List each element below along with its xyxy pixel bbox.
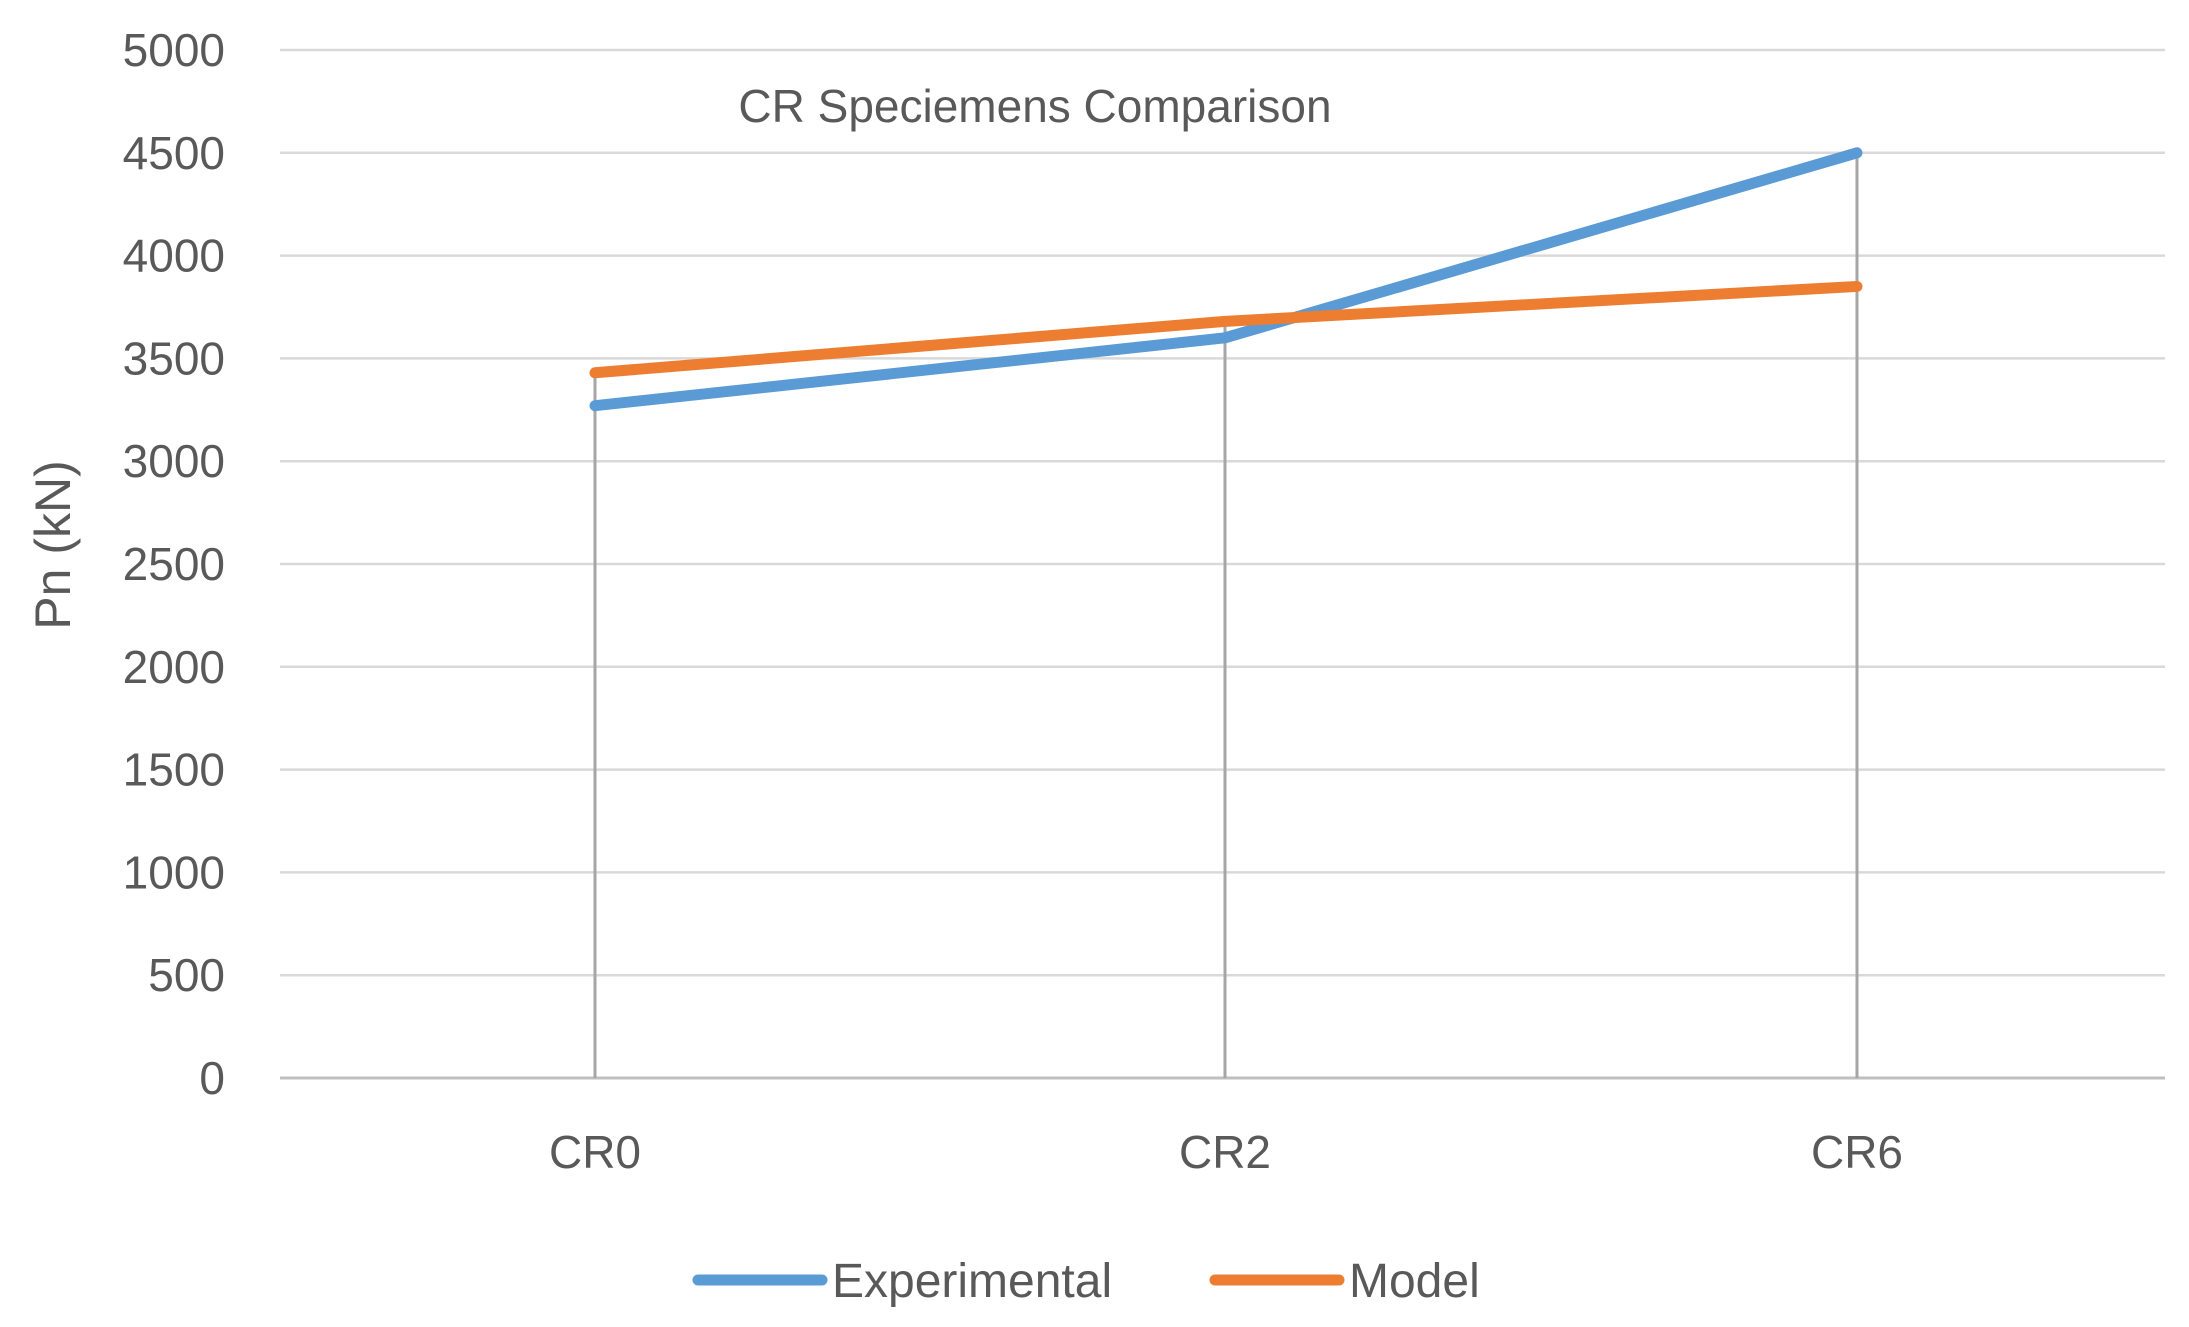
series-lines xyxy=(589,147,1863,412)
x-tick-label: CR0 xyxy=(549,1126,641,1178)
y-tick-label: 2000 xyxy=(123,641,225,693)
y-axis-label: Pn (kN) xyxy=(25,460,81,629)
y-tick-label: 5000 xyxy=(123,24,225,76)
gridlines xyxy=(280,48,2165,1080)
y-tick-label: 0 xyxy=(199,1052,225,1104)
y-tick-label: 4500 xyxy=(123,127,225,179)
y-tick-label: 3000 xyxy=(123,435,225,487)
x-tick-labels: CR0 CR2 CR6 xyxy=(549,1126,1903,1178)
drop-lines xyxy=(593,152,1859,1078)
legend: Experimental Model xyxy=(692,1255,1480,1308)
series-line-experimental xyxy=(589,147,1863,412)
series-line-model xyxy=(589,280,1863,379)
legend-label-experimental: Experimental xyxy=(832,1255,1112,1308)
y-tick-labels: 0 500 1000 1500 2000 2500 3000 3500 4000 4500 5000 xyxy=(123,24,225,1104)
y-tick-label: 500 xyxy=(148,949,225,1001)
chart-title: CR Speciemens Comparison xyxy=(738,80,1331,132)
x-tick-label: CR6 xyxy=(1811,1126,1903,1178)
x-tick-label: CR2 xyxy=(1179,1126,1271,1178)
y-tick-label: 1500 xyxy=(123,744,225,796)
legend-label-model: Model xyxy=(1349,1255,1480,1308)
y-tick-label: 1000 xyxy=(123,846,225,898)
y-tick-label: 3500 xyxy=(123,332,225,384)
y-tick-label: 2500 xyxy=(123,538,225,590)
y-tick-label: 4000 xyxy=(123,230,225,282)
